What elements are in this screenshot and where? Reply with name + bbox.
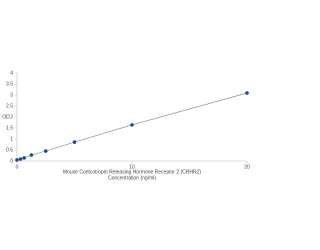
data-point	[130, 123, 134, 127]
data-point	[18, 157, 23, 161]
data-point	[29, 153, 34, 157]
chart: OD Mouse Corticotropin Releasing Hormone…	[2, 70, 250, 181]
data-point	[245, 91, 249, 95]
y-tick-label: 3	[10, 92, 13, 98]
y-axis-label: OD	[2, 114, 10, 120]
y-tick-label: 2.5	[6, 103, 13, 109]
y-tick-label: 1	[10, 136, 13, 142]
data-point	[22, 156, 26, 160]
y-tick-label: 3.5	[6, 81, 13, 87]
x-tick-label: 10	[129, 164, 135, 170]
y-tick-label: 4	[10, 70, 13, 76]
y-tick-label: 1.5	[6, 125, 13, 131]
y-tick-label: 2	[10, 114, 13, 120]
data-point	[43, 149, 48, 153]
x-axis-label: Concentration (ng/ml)	[108, 175, 156, 181]
x-tick-label: 20	[244, 164, 250, 170]
x-tick-label: 0	[16, 164, 19, 170]
chart-title: Mouse Corticotropin Releasing Hormone Re…	[63, 169, 201, 175]
y-tick-label: 0.5	[6, 147, 13, 153]
y-tick-label: 0	[10, 158, 13, 164]
data-point	[72, 140, 77, 144]
data-point	[15, 158, 19, 162]
